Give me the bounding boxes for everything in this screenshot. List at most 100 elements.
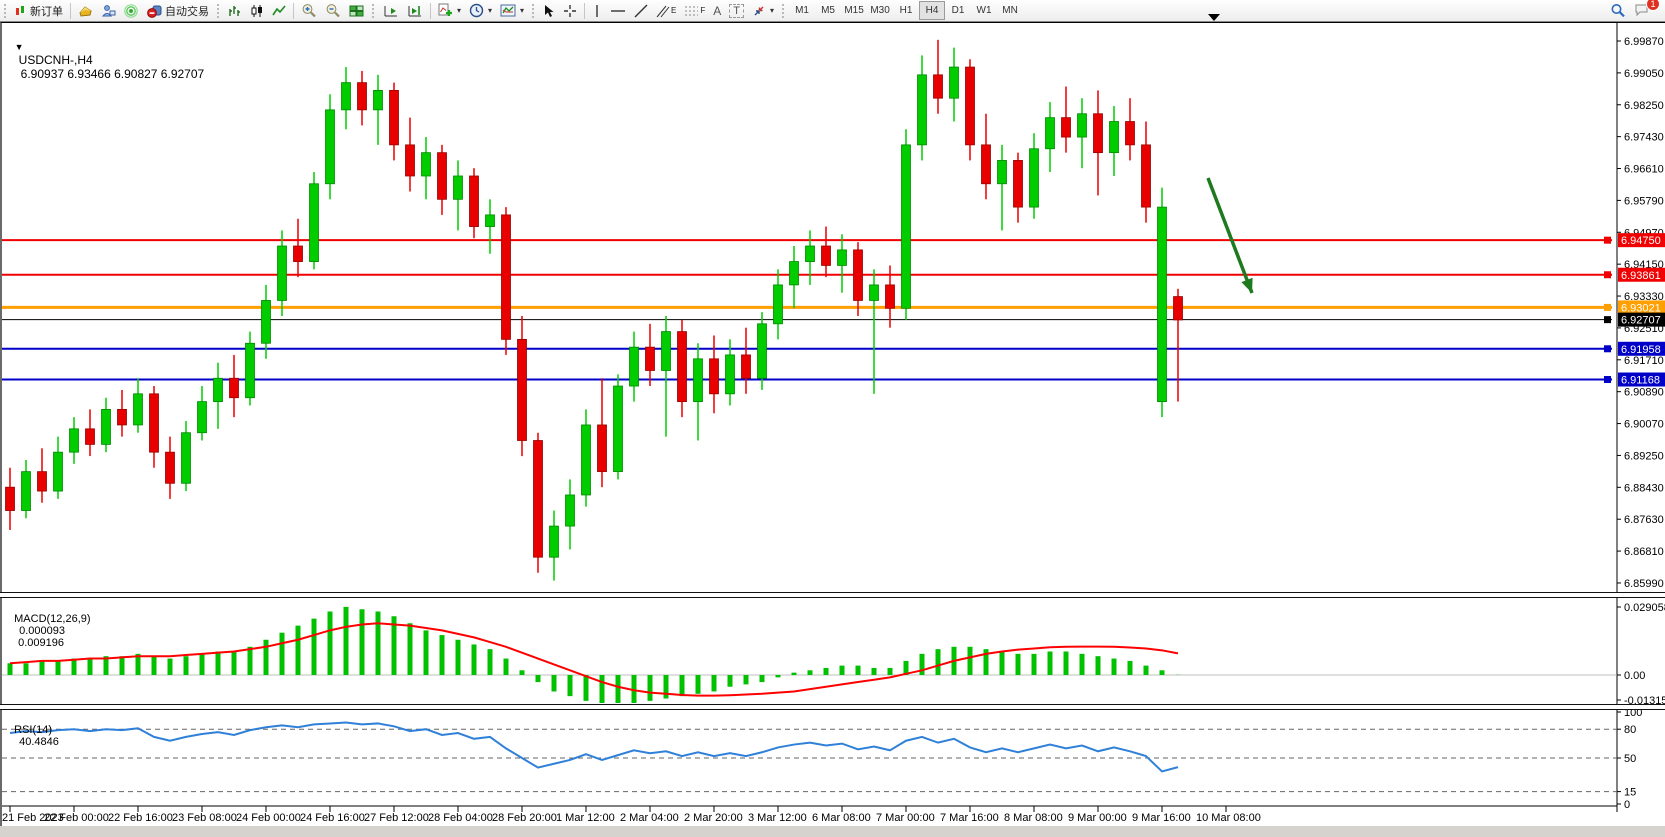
pane-splitter-macd[interactable] xyxy=(0,592,1665,598)
candle[interactable] xyxy=(997,160,1007,185)
autotrading-button[interactable]: 自动交易 xyxy=(143,0,213,21)
candle[interactable] xyxy=(5,486,15,511)
candle[interactable] xyxy=(821,245,831,266)
timeframe-button-m1[interactable]: M1 xyxy=(795,5,809,16)
candle[interactable] xyxy=(949,66,959,99)
candle[interactable] xyxy=(229,377,239,399)
text-label-tool-button[interactable]: T xyxy=(725,0,748,21)
candle[interactable] xyxy=(421,152,431,177)
candle[interactable] xyxy=(197,401,207,434)
candle[interactable] xyxy=(965,66,975,146)
candle[interactable] xyxy=(533,440,543,558)
tile-windows-button[interactable] xyxy=(345,0,368,21)
candle[interactable] xyxy=(1013,160,1023,208)
candle[interactable] xyxy=(245,342,255,399)
price-level-anchor[interactable] xyxy=(1604,376,1611,384)
candle[interactable] xyxy=(501,214,511,340)
candle[interactable] xyxy=(357,82,367,111)
candle[interactable] xyxy=(917,74,927,146)
community-button[interactable] xyxy=(97,0,120,21)
candle[interactable] xyxy=(1141,144,1151,208)
periods-caret[interactable]: ▾ xyxy=(488,6,493,15)
candle[interactable] xyxy=(1109,121,1119,154)
templates-caret[interactable]: ▾ xyxy=(520,6,525,15)
candle[interactable] xyxy=(261,300,271,344)
candle[interactable] xyxy=(53,451,63,492)
candle[interactable] xyxy=(725,354,735,395)
candle[interactable] xyxy=(85,428,95,445)
candle[interactable] xyxy=(325,109,335,185)
timeframe-button-h1[interactable]: H1 xyxy=(899,5,913,16)
zoom-out-button[interactable] xyxy=(321,0,345,21)
signals-button[interactable] xyxy=(120,0,143,21)
candle[interactable] xyxy=(21,471,31,511)
price-level-anchor[interactable] xyxy=(1604,345,1611,353)
timeframe-button-w1[interactable]: W1 xyxy=(976,5,992,16)
candle[interactable] xyxy=(165,451,175,484)
candle[interactable] xyxy=(597,424,607,473)
candle[interactable] xyxy=(901,144,911,309)
candle[interactable] xyxy=(565,494,575,527)
candle[interactable] xyxy=(805,245,815,262)
candle[interactable] xyxy=(373,90,383,111)
candle[interactable] xyxy=(133,393,143,426)
candle[interactable] xyxy=(101,408,111,445)
cursor-tool-button[interactable] xyxy=(539,0,559,21)
trend-arrow-head[interactable] xyxy=(1241,277,1253,293)
candle[interactable] xyxy=(853,249,863,301)
arrows-tool-button[interactable]: ▾ xyxy=(748,0,778,21)
new-order-button[interactable]: 新订单 xyxy=(11,0,67,21)
zoom-in-button[interactable] xyxy=(297,0,321,21)
candle[interactable] xyxy=(1077,113,1087,138)
candle[interactable] xyxy=(1157,206,1167,403)
candle[interactable] xyxy=(549,525,559,558)
candle[interactable] xyxy=(837,249,847,266)
candle[interactable] xyxy=(213,377,223,403)
candle[interactable] xyxy=(517,338,527,441)
candle[interactable] xyxy=(661,331,671,371)
price-level-anchor[interactable] xyxy=(1604,316,1611,324)
autoscroll-button[interactable] xyxy=(379,0,403,21)
candle[interactable] xyxy=(773,284,783,325)
candle[interactable] xyxy=(437,152,447,200)
channel-tool-button[interactable]: E xyxy=(652,0,680,21)
price-level-anchor[interactable] xyxy=(1604,271,1611,279)
candle[interactable] xyxy=(117,408,127,426)
horizontal-line-tool-button[interactable] xyxy=(606,0,630,21)
line-chart-button[interactable] xyxy=(268,0,290,21)
search-button[interactable] xyxy=(1606,0,1630,21)
candle[interactable] xyxy=(181,432,191,484)
candle[interactable] xyxy=(453,175,463,200)
candle[interactable] xyxy=(1093,113,1103,154)
timeframe-button-m30[interactable]: M30 xyxy=(870,5,890,16)
timeframe-button-mn[interactable]: MN xyxy=(1002,5,1018,16)
pane-splitter-rsi[interactable] xyxy=(0,704,1665,710)
candle[interactable] xyxy=(757,323,767,379)
candle[interactable] xyxy=(981,144,991,185)
text-tool-button[interactable]: A xyxy=(709,0,725,21)
toolbar-grip[interactable] xyxy=(781,3,787,18)
timeframe-button-h4[interactable]: H4 xyxy=(919,1,946,20)
toolbar-grip[interactable] xyxy=(531,3,537,18)
templates-button[interactable]: ▾ xyxy=(496,0,528,21)
candle[interactable] xyxy=(869,284,879,301)
chart-window[interactable] xyxy=(0,22,1665,837)
price-level-anchor[interactable] xyxy=(1604,236,1611,244)
timeframe-button-m5[interactable]: M5 xyxy=(821,5,835,16)
fibonacci-tool-button[interactable]: F xyxy=(680,0,709,21)
candle[interactable] xyxy=(1029,148,1039,208)
candle[interactable] xyxy=(885,284,895,309)
chart-shift-button[interactable] xyxy=(403,0,427,21)
candle[interactable] xyxy=(341,82,351,111)
charts-button[interactable] xyxy=(74,0,97,21)
candle[interactable] xyxy=(613,385,623,473)
periods-button[interactable]: ▾ xyxy=(465,0,496,21)
candle[interactable] xyxy=(309,183,319,262)
indicators-button[interactable]: ▾ xyxy=(434,0,465,21)
candle[interactable] xyxy=(69,428,79,453)
indicators-caret[interactable]: ▾ xyxy=(457,6,462,15)
candle[interactable] xyxy=(1173,296,1183,321)
candle[interactable] xyxy=(677,331,687,403)
candle[interactable] xyxy=(469,175,479,227)
